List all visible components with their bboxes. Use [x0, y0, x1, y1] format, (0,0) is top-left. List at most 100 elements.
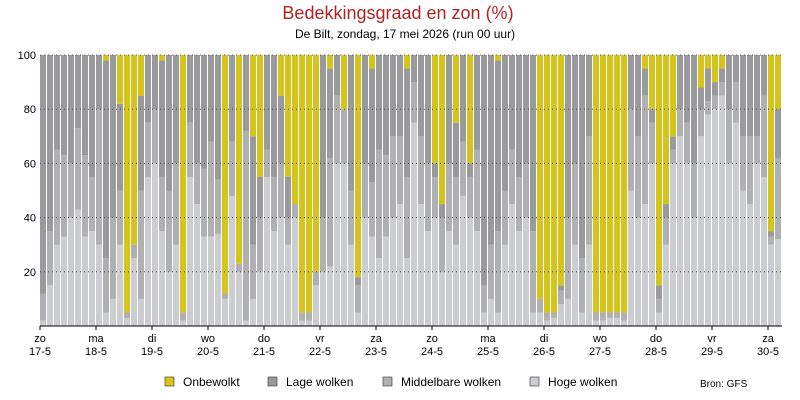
bar-segment — [369, 236, 375, 326]
bar-segment — [775, 55, 781, 110]
bar-segment — [166, 55, 172, 191]
bar-segment — [285, 55, 291, 177]
bar-segment — [432, 55, 438, 164]
bar-segment — [684, 163, 690, 326]
bar-segment — [110, 298, 116, 326]
bar-segment — [488, 244, 494, 299]
bar-segment — [138, 55, 144, 96]
bar-segment — [467, 217, 473, 326]
bar-segment — [54, 149, 60, 245]
bar-segment — [334, 163, 340, 326]
bar-segment — [61, 55, 67, 156]
bar-segment — [285, 176, 291, 218]
bar-segment — [551, 312, 557, 318]
bar-segment — [89, 231, 95, 326]
bar-segment — [439, 55, 445, 205]
bar-segment — [712, 109, 718, 326]
bar-segment — [579, 55, 585, 259]
bar-segment — [103, 55, 109, 61]
bar-segment — [208, 236, 214, 326]
bar-segment — [691, 55, 697, 164]
bar-segment — [670, 55, 676, 137]
bar-segment — [166, 190, 172, 272]
bar-segment — [572, 244, 578, 326]
bar-segment — [747, 136, 753, 205]
bar-segment — [369, 182, 375, 237]
bar-segment — [313, 285, 319, 326]
bar-segment — [754, 136, 760, 164]
bar-segment — [187, 176, 193, 326]
legend-label: Hoge wolken — [548, 375, 617, 389]
chart-subtitle: De Bilt, zondag, 17 mei 2026 (run 00 uur… — [295, 27, 515, 41]
bar-segment — [376, 258, 382, 326]
bar-segment — [768, 244, 774, 326]
bar-segment — [131, 55, 137, 245]
bar-segment — [236, 55, 242, 264]
bar-segment — [82, 155, 88, 237]
bar-segment — [621, 320, 627, 326]
bar-segment — [481, 312, 487, 326]
legend-swatch — [529, 376, 540, 387]
bar-segment — [47, 55, 53, 232]
bar-segment — [131, 258, 137, 326]
bar-segment — [124, 312, 130, 318]
bar-segment — [593, 320, 599, 326]
bar-segment — [488, 55, 494, 245]
bar-segment — [264, 55, 270, 150]
bar-segment — [61, 155, 67, 237]
bar-segment — [383, 155, 389, 237]
bar-segment — [698, 136, 704, 326]
bar-segment — [201, 55, 207, 169]
bar-segment — [747, 204, 753, 326]
bar-segment — [663, 204, 669, 218]
bar-segment — [236, 271, 242, 326]
bar-segment — [439, 217, 445, 272]
bar-segment — [320, 55, 326, 218]
bar-segment — [600, 320, 606, 326]
bar-segment — [355, 277, 361, 286]
bar-segment — [607, 317, 613, 326]
bar-segment — [68, 55, 74, 164]
bar-segment — [285, 217, 291, 245]
legend-label: Onbewolkt — [183, 375, 240, 389]
bar-segment — [75, 55, 81, 129]
bar-segment — [600, 312, 606, 321]
bar-segment — [432, 163, 438, 177]
bar-segment — [642, 204, 648, 326]
bar-segment — [215, 55, 221, 180]
bar-segment — [495, 312, 501, 326]
bar-segment — [565, 217, 571, 299]
bar-segment — [47, 285, 53, 326]
bar-segment — [656, 312, 662, 326]
bar-segment — [558, 304, 564, 326]
bar-segment — [495, 231, 501, 313]
bar-segment — [460, 55, 466, 142]
bar-segment — [775, 239, 781, 326]
y-tick-label: 40 — [24, 213, 36, 225]
bar-segment — [222, 298, 228, 326]
bar-segment — [740, 190, 746, 326]
bar-segment — [327, 55, 333, 69]
bar-segment — [446, 163, 452, 232]
bar-segment — [40, 293, 46, 321]
bar-segment — [740, 136, 746, 191]
bar-segment — [138, 298, 144, 326]
bar-segment — [537, 312, 543, 326]
bar-segment — [509, 55, 515, 150]
bar-segment — [180, 55, 186, 313]
bar-segment — [383, 55, 389, 156]
bar-segment — [369, 68, 375, 183]
bar-segment — [124, 55, 130, 313]
bar-segment — [334, 95, 340, 164]
bar-segment — [642, 68, 648, 96]
x-tick-label: di 19-5 — [141, 333, 163, 358]
bar-segment — [54, 55, 60, 150]
bar-segment — [523, 217, 529, 326]
bar-segment — [635, 136, 641, 218]
bar-segment — [509, 204, 515, 326]
bar-segment — [684, 55, 690, 123]
legend-label: Middelbare wolken — [401, 375, 501, 389]
bar-segment — [733, 55, 739, 83]
bar-segment — [649, 109, 655, 123]
x-tick-label: wo 20-5 — [197, 333, 219, 358]
